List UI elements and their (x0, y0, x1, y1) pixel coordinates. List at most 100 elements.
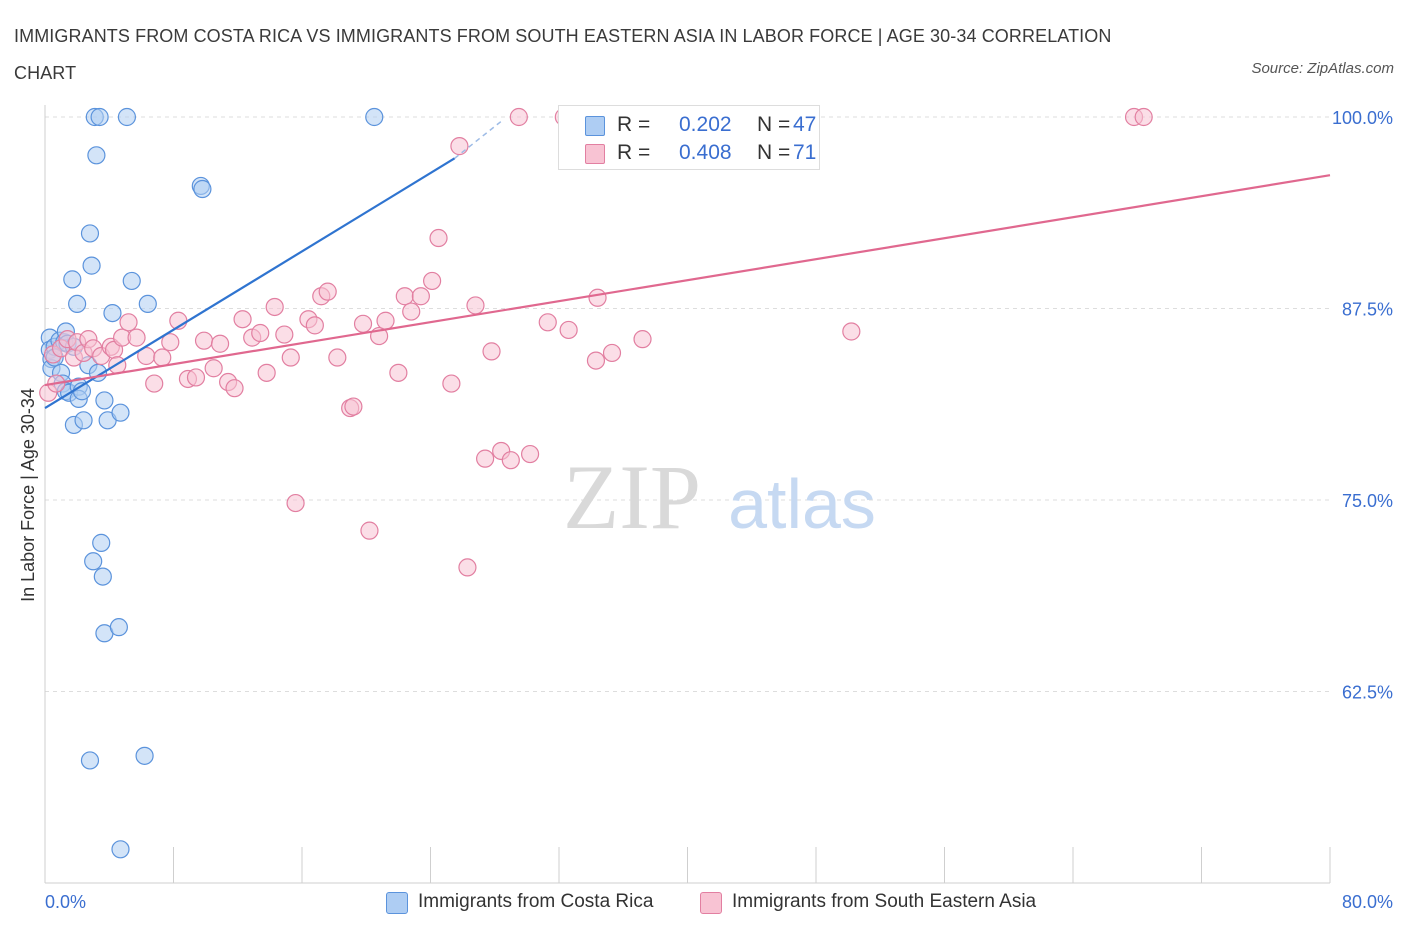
south-eastern-asia-point (389, 363, 408, 382)
gridlines (45, 116, 1330, 692)
correlation-stats: R = 0.202 N = 47 R = 0.408 N = 71 (558, 105, 820, 170)
south-eastern-asia-point (210, 334, 230, 353)
south-eastern-asia-point (588, 288, 607, 307)
south-eastern-asia-point (251, 323, 270, 343)
costa-rica-point (63, 270, 82, 289)
r-label: R = (617, 113, 651, 136)
south-eastern-asia-point (429, 228, 448, 248)
south-eastern-asia-point (1134, 107, 1153, 127)
south-eastern-asia-point (442, 374, 461, 393)
south-eastern-asia-point (225, 379, 244, 398)
n-label: N = (757, 113, 791, 136)
south-eastern-asia-point (328, 348, 347, 367)
axes (44, 105, 1331, 884)
chart-source: Source: ZipAtlas.com (1251, 60, 1394, 77)
south-eastern-asia-point (127, 328, 146, 347)
south-eastern-asia-point (458, 558, 477, 577)
costa-rica-point (117, 107, 137, 127)
costa-rica-point (138, 294, 157, 314)
south-eastern-asia-point (353, 314, 373, 333)
south-eastern-asia-trend-line (44, 174, 1331, 387)
costa-rica-point (93, 567, 112, 586)
south-eastern-asia-point (360, 521, 379, 540)
blue-swatch-icon (386, 892, 408, 914)
tick-labels: 100.0% 87.5% 75.0% 62.5% 0.0% 80.0% (45, 108, 1393, 912)
south-eastern-asia-point (602, 343, 622, 363)
south-eastern-asia-point (265, 297, 284, 317)
r-label: R = (617, 141, 651, 164)
legend-label: Immigrants from South Eastern Asia (732, 891, 1037, 912)
south-eastern-asia-point (586, 351, 606, 370)
south-eastern-asia-point (186, 368, 206, 387)
south-eastern-asia-point (145, 374, 164, 393)
south-eastern-asia-point (376, 311, 395, 330)
south-eastern-asia-point (450, 137, 469, 156)
south-eastern-asia-point (153, 348, 172, 367)
watermark-atlas: atlas (728, 465, 876, 543)
costa-rica-point (87, 146, 106, 165)
south-eastern-asia-point (842, 322, 861, 341)
watermark-zip: ZIP (563, 446, 701, 548)
r-value: 0.408 (679, 141, 732, 164)
south-eastern-asia-point (509, 107, 528, 127)
south-eastern-asia-point (204, 359, 223, 378)
south-eastern-asia-point (281, 348, 300, 367)
costa-rica-point (84, 552, 103, 571)
costa-rica-point (92, 533, 111, 552)
south-eastern-asia-point (559, 320, 578, 340)
south-eastern-asia-point (233, 310, 252, 329)
south-eastern-asia-point (275, 325, 294, 344)
costa-rica-point (135, 746, 154, 765)
south-eastern-asia-point (402, 302, 421, 321)
blue-swatch-icon (585, 116, 605, 136)
pink-swatch-icon (585, 144, 605, 164)
south-eastern-asia-point (161, 333, 180, 352)
south-eastern-asia-point (411, 287, 430, 306)
chart-title: IMMIGRANTS FROM COSTA RICA VS IMMIGRANTS… (14, 26, 1112, 83)
south-eastern-asia-point (423, 271, 442, 291)
costa-rica-trend-extension (454, 119, 504, 159)
pink-swatch-icon (700, 892, 722, 914)
x-tick-label: 80.0% (1342, 892, 1393, 912)
south-eastern-asia-point (344, 397, 363, 416)
legend-label: Immigrants from Costa Rica (418, 891, 654, 912)
costa-rica-point (68, 294, 87, 314)
south-eastern-asia-point (194, 331, 214, 350)
costa-rica-point (82, 256, 101, 275)
costa-rica-point (111, 840, 130, 859)
y-tick-label: 75.0% (1342, 491, 1393, 511)
costa-rica-point (80, 751, 100, 770)
south-eastern-asia-point (482, 342, 501, 361)
south-eastern-asia-point (538, 313, 557, 332)
x-tick-label: 0.0% (45, 892, 86, 912)
costa-rica-point (109, 618, 128, 637)
y-tick-label: 62.5% (1342, 683, 1393, 703)
south-eastern-asia-point (520, 444, 540, 464)
south-eastern-asia-point (466, 296, 485, 315)
south-eastern-asia-point (305, 316, 324, 335)
n-value: 71 (793, 141, 817, 164)
south-eastern-asia-point (501, 451, 520, 470)
y-tick-label: 87.5% (1342, 300, 1393, 320)
costa-rica-point (365, 107, 384, 127)
n-value: 47 (793, 113, 817, 136)
costa-rica-point (193, 179, 212, 199)
trend-lines (44, 119, 1331, 410)
costa-rica-point (111, 403, 130, 422)
south-eastern-asia-point (318, 282, 337, 301)
south-eastern-asia-point (395, 287, 414, 306)
y-axis-label: In Labor Force | Age 30-34 (18, 388, 38, 602)
r-value: 0.202 (679, 113, 732, 136)
south-eastern-asia-point (257, 363, 276, 382)
costa-rica-trend-line (44, 157, 456, 410)
costa-rica-point (95, 391, 114, 410)
south-eastern-asia-point (119, 313, 138, 332)
costa-rica-point (80, 224, 100, 243)
south-eastern-asia-point (476, 449, 495, 468)
costa-rica-point (74, 411, 93, 430)
costa-rica-point (90, 107, 109, 127)
costa-rica-point (122, 271, 141, 291)
south-eastern-asia-point (633, 330, 652, 349)
south-eastern-asia-point (286, 493, 305, 513)
n-label: N = (757, 141, 791, 164)
